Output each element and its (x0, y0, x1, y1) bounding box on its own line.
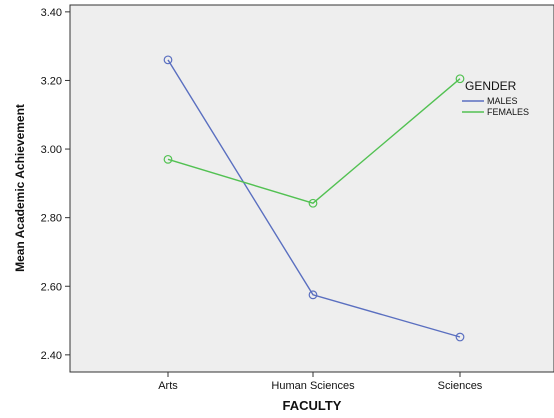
legend-label: FEMALES (487, 107, 529, 117)
data-point-females (455, 74, 465, 84)
series-layer (163, 55, 465, 342)
y-tick-label: 3.00 (41, 144, 62, 156)
legend-label: MALES (487, 96, 518, 106)
legend-title: GENDER (465, 79, 517, 93)
data-point-females (163, 154, 173, 164)
series-line-females (167, 78, 461, 204)
x-tick-label: Arts (158, 380, 178, 392)
x-tick-label: Human Sciences (271, 380, 355, 392)
plot-area (69, 4, 554, 373)
y-tick-label: 2.40 (41, 350, 62, 362)
y-tick-label: 3.20 (41, 75, 62, 87)
y-axis-title: Mean Academic Achievement (13, 104, 27, 272)
y-tick-label: 3.40 (41, 7, 62, 19)
y-axis: 2.40 2.60 2.80 3.00 3.20 3.40 (41, 7, 70, 362)
data-point-males (163, 55, 173, 65)
x-tick-label: Sciences (438, 380, 483, 392)
x-axis: Arts Human Sciences Sciences (158, 372, 483, 392)
x-axis-title: FACULTY (283, 398, 342, 413)
y-tick-label: 2.60 (41, 281, 62, 293)
data-point-males (308, 290, 318, 300)
series-line-males (167, 59, 461, 338)
data-point-females (308, 198, 318, 208)
y-tick-label: 2.80 (41, 213, 62, 225)
data-point-males (455, 332, 465, 342)
